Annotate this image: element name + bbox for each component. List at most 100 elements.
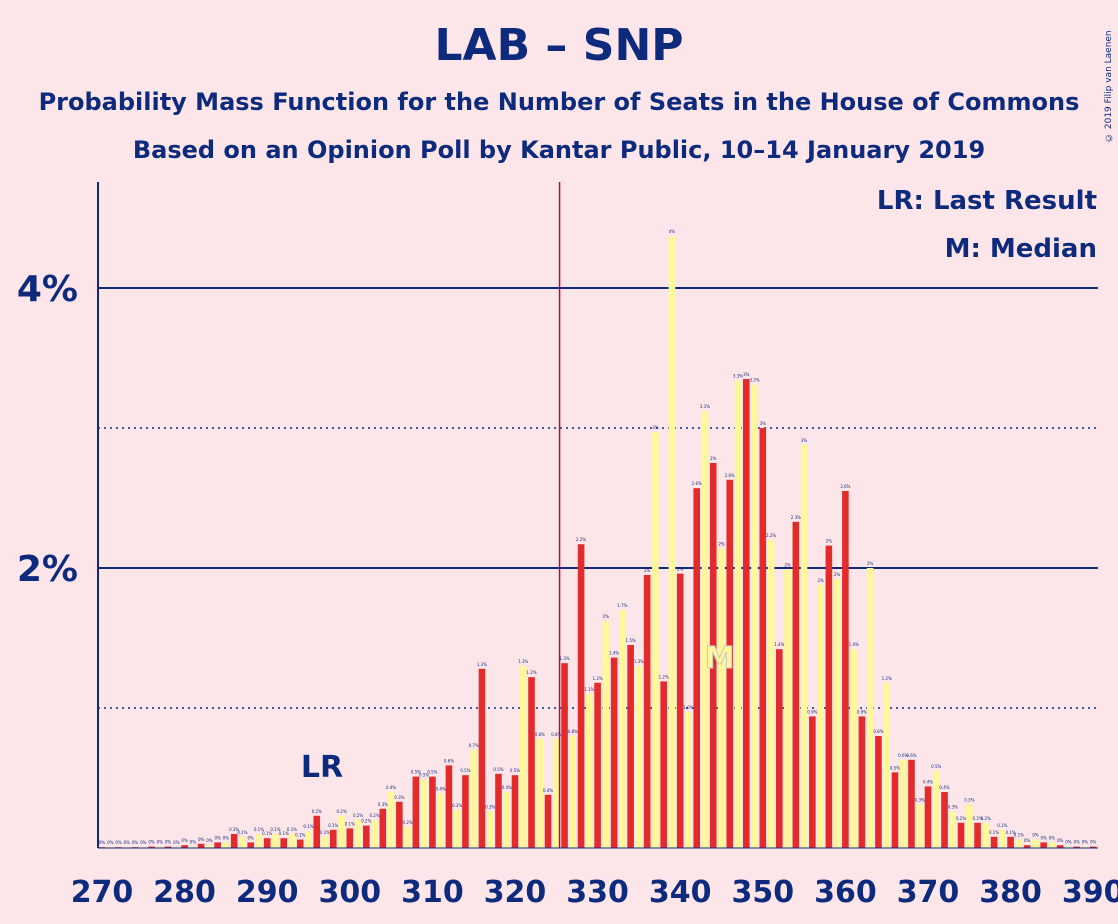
- bar-seats-376: [974, 822, 981, 848]
- bar-seats-381: [1015, 839, 1023, 848]
- data-label-344: 3%: [710, 456, 717, 461]
- data-label-316: 1.3%: [477, 662, 487, 667]
- data-label-378: 0.1%: [989, 830, 999, 835]
- bar-seats-315: [470, 750, 477, 848]
- data-label-350: 3%: [760, 421, 767, 426]
- bar-seats-347: [734, 380, 742, 848]
- data-label-273: 0%: [124, 840, 131, 845]
- bar-seats-341: [685, 712, 692, 848]
- bar-seats-327: [569, 736, 577, 848]
- bar-seats-339: [668, 236, 676, 848]
- bar-seats-318: [495, 773, 502, 848]
- x-tick-label: 310: [401, 875, 464, 910]
- bar-seats-375: [966, 804, 973, 848]
- data-label-379: 0.1%: [997, 823, 1007, 828]
- bar-seats-317: [486, 811, 494, 848]
- data-label-270: 0%: [99, 840, 106, 845]
- x-tick-label: 270: [71, 875, 134, 910]
- data-label-334: 1.5%: [626, 638, 636, 643]
- bar-seats-356: [809, 716, 816, 848]
- bar-seats-284: [214, 842, 221, 848]
- data-label-360: 2.6%: [840, 484, 850, 489]
- data-label-301: 0.2%: [353, 813, 363, 818]
- data-label-305: 0.4%: [386, 785, 396, 790]
- data-label-336: 2%: [644, 568, 651, 573]
- bar-seats-350: [759, 428, 767, 848]
- bar-seats-311: [437, 793, 444, 848]
- bar-seats-277: [156, 846, 164, 848]
- bar-seats-344: [709, 463, 717, 848]
- data-label-320: 0.5%: [510, 768, 520, 773]
- bar-seats-388: [1073, 846, 1080, 848]
- bar-seats-290: [263, 838, 271, 848]
- data-label-333: 1.7%: [617, 603, 627, 608]
- data-label-373: 0.3%: [948, 805, 958, 810]
- bar-seats-302: [363, 825, 370, 848]
- bar-seats-329: [586, 694, 593, 848]
- data-label-311: 0.4%: [436, 786, 446, 791]
- data-label-321: 1.3%: [518, 659, 528, 664]
- bar-seats-322: [528, 677, 535, 848]
- bar-seats-324: [544, 794, 552, 848]
- bar-seats-382: [1023, 845, 1031, 848]
- bar-seats-301: [354, 820, 362, 848]
- data-label-288: 0%: [248, 835, 255, 840]
- bar-seats-288: [247, 842, 254, 848]
- x-tick-label: 290: [236, 875, 299, 910]
- bar-seats-278: [164, 846, 172, 848]
- bar-seats-308: [412, 776, 420, 848]
- bar-seats-336: [643, 575, 651, 848]
- bar-seats-379: [999, 829, 1006, 848]
- bar-seats-360: [842, 491, 849, 848]
- bar-seats-374: [957, 822, 965, 848]
- data-label-359: 2%: [834, 572, 841, 577]
- bar-seats-363: [866, 568, 874, 848]
- bar-seats-355: [800, 444, 808, 848]
- data-label-293: 0.1%: [287, 827, 297, 832]
- data-label-324: 0.4%: [543, 788, 553, 793]
- bar-seats-353: [784, 569, 791, 848]
- x-tick-label: 320: [484, 875, 547, 910]
- data-label-369: 0.3%: [915, 798, 925, 803]
- data-label-364: 0.8%: [873, 729, 883, 734]
- bar-seats-342: [693, 488, 701, 848]
- data-label-343: 3.1%: [700, 404, 710, 409]
- chart-subtitle: Probability Mass Function for the Number…: [38, 88, 1080, 116]
- data-label-284: 0%: [214, 835, 221, 840]
- bar-seats-369: [916, 804, 924, 848]
- x-tick-label: 370: [897, 875, 960, 910]
- data-label-374: 0.2%: [956, 816, 966, 821]
- bar-seats-285: [222, 842, 230, 848]
- data-label-348: 3%: [743, 372, 750, 377]
- data-label-291: 0.1%: [270, 827, 280, 832]
- data-label-337: 3%: [652, 425, 659, 430]
- bar-seats-319: [503, 792, 511, 848]
- data-label-285: 0%: [223, 835, 230, 840]
- data-label-322: 1.2%: [526, 670, 536, 675]
- bar-seats-352: [776, 649, 783, 848]
- bar-seats-367: [899, 759, 907, 848]
- data-label-349: 3.3%: [749, 378, 759, 383]
- data-label-274: 0%: [132, 840, 139, 845]
- data-label-318: 0.5%: [493, 767, 503, 772]
- data-label-335: 1.3%: [634, 659, 644, 664]
- data-label-361: 1.4%: [849, 642, 859, 647]
- bar-seats-325: [553, 738, 560, 848]
- bar-seats-307: [404, 827, 411, 848]
- bar-seats-368: [908, 759, 915, 848]
- data-label-341: 1.0%: [683, 705, 693, 710]
- data-label-290: 0.1%: [262, 831, 272, 836]
- data-label-326: 1.3%: [559, 656, 569, 661]
- bar-seats-310: [429, 776, 436, 848]
- data-label-367: 0.6%: [898, 753, 908, 758]
- bar-seats-351: [767, 540, 775, 848]
- data-label-352: 1.4%: [774, 642, 784, 647]
- bar-seats-380: [1007, 836, 1014, 848]
- data-label-358: 2%: [826, 539, 833, 544]
- bar-seats-328: [577, 544, 585, 848]
- bar-seats-377: [982, 822, 990, 848]
- data-label-328: 2.2%: [576, 537, 586, 542]
- data-label-332: 1.4%: [609, 651, 619, 656]
- bar-seats-299: [338, 815, 345, 848]
- data-label-302: 0.2%: [361, 819, 371, 824]
